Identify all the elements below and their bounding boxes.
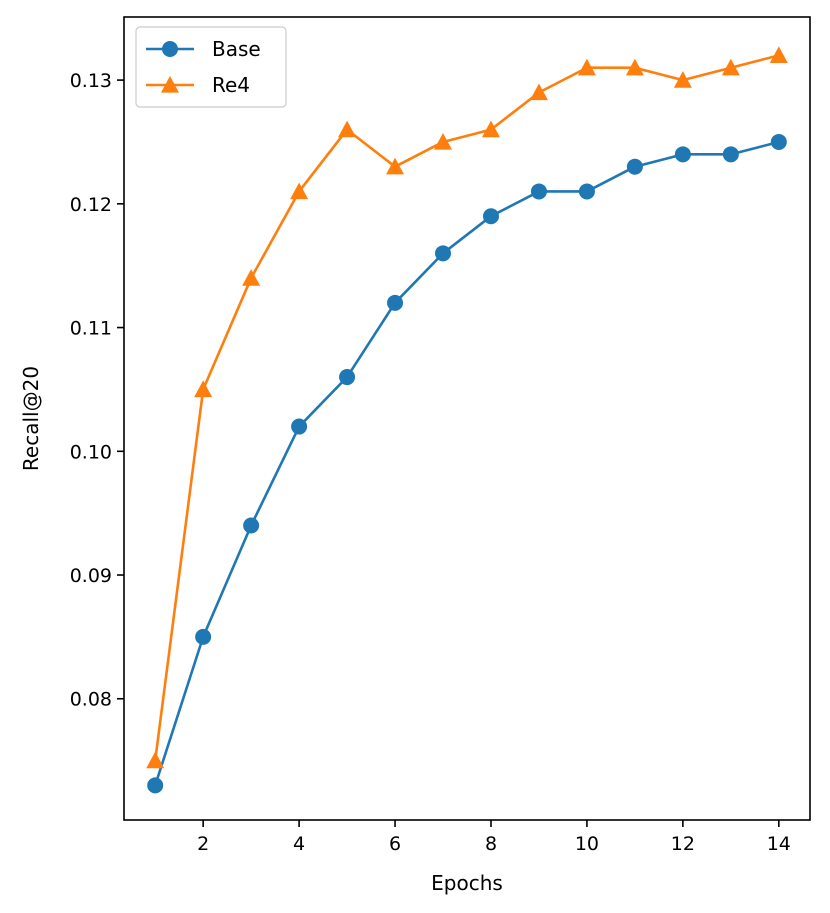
x-tick-label: 8: [485, 833, 497, 855]
x-tick-label: 2: [197, 833, 209, 855]
data-point-base: [482, 208, 499, 225]
data-point-base: [387, 294, 404, 311]
legend: Base Re4: [135, 26, 287, 108]
data-point-re4: [194, 380, 213, 398]
y-tick-label: 0.11: [70, 318, 112, 340]
x-tick-label: 4: [293, 833, 305, 855]
y-tick-label: 0.08: [70, 689, 112, 711]
x-tick-label: 10: [575, 833, 599, 855]
data-point-base: [435, 245, 452, 262]
legend-item-re4: Re4: [146, 73, 250, 97]
y-tick-label: 0.10: [70, 441, 112, 463]
data-point-base: [626, 158, 643, 175]
y-axis-label: Recall@20: [19, 366, 43, 471]
data-point-base: [339, 369, 356, 386]
data-point-base: [674, 146, 691, 163]
legend-marker-re4: [161, 76, 179, 93]
data-point-re4: [625, 58, 644, 76]
x-tick-label: 6: [389, 833, 401, 855]
data-point-re4: [721, 58, 740, 76]
data-point-base: [195, 628, 212, 645]
data-point-re4: [434, 132, 453, 150]
y-tick-label: 0.13: [70, 70, 112, 92]
data-point-base: [243, 517, 260, 534]
series-base: [147, 133, 787, 794]
data-point-re4: [386, 157, 405, 175]
series-re4: [146, 46, 788, 769]
legend-label-re4: Re4: [212, 73, 250, 97]
legend-item-base: Base: [146, 37, 261, 61]
x-tick-label: 14: [767, 833, 791, 855]
data-point-re4: [146, 751, 165, 769]
data-point-re4: [769, 46, 788, 64]
data-point-base: [722, 146, 739, 163]
axis-ticks: 2 4 6 8 10 12 14 0.08 0.09 0.10 0.11 0.12 0.13: [70, 70, 791, 855]
data-point-re4: [242, 269, 261, 286]
data-point-base: [147, 777, 164, 794]
data-point-base: [578, 183, 595, 200]
data-point-re4: [338, 120, 357, 138]
data-point-base: [770, 133, 787, 150]
x-tick-label: 12: [671, 833, 695, 855]
series-line-re4: [153, 54, 780, 761]
data-point-base: [530, 183, 547, 200]
plot-frame: [123, 16, 811, 821]
data-point-re4: [290, 182, 309, 200]
series-line-base: [153, 140, 780, 786]
y-tick-label: 0.09: [70, 565, 112, 587]
data-point-re4: [673, 71, 692, 88]
y-tick-label: 0.12: [70, 194, 112, 216]
legend-marker-base: [162, 41, 178, 57]
data-point-re4: [577, 58, 596, 76]
plot-area: [146, 46, 788, 794]
data-point-re4: [481, 120, 500, 138]
legend-label-base: Base: [212, 37, 261, 61]
data-point-re4: [529, 83, 548, 101]
x-axis-label: Epochs: [431, 871, 503, 895]
legend-box: [135, 26, 287, 108]
data-point-base: [291, 418, 308, 435]
